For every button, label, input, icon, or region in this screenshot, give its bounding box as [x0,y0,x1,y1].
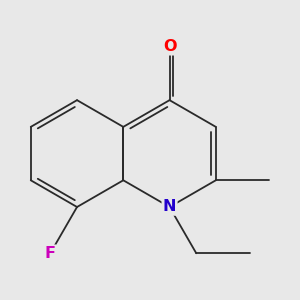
Text: N: N [163,200,176,214]
Text: O: O [163,39,176,54]
Text: F: F [45,246,56,261]
